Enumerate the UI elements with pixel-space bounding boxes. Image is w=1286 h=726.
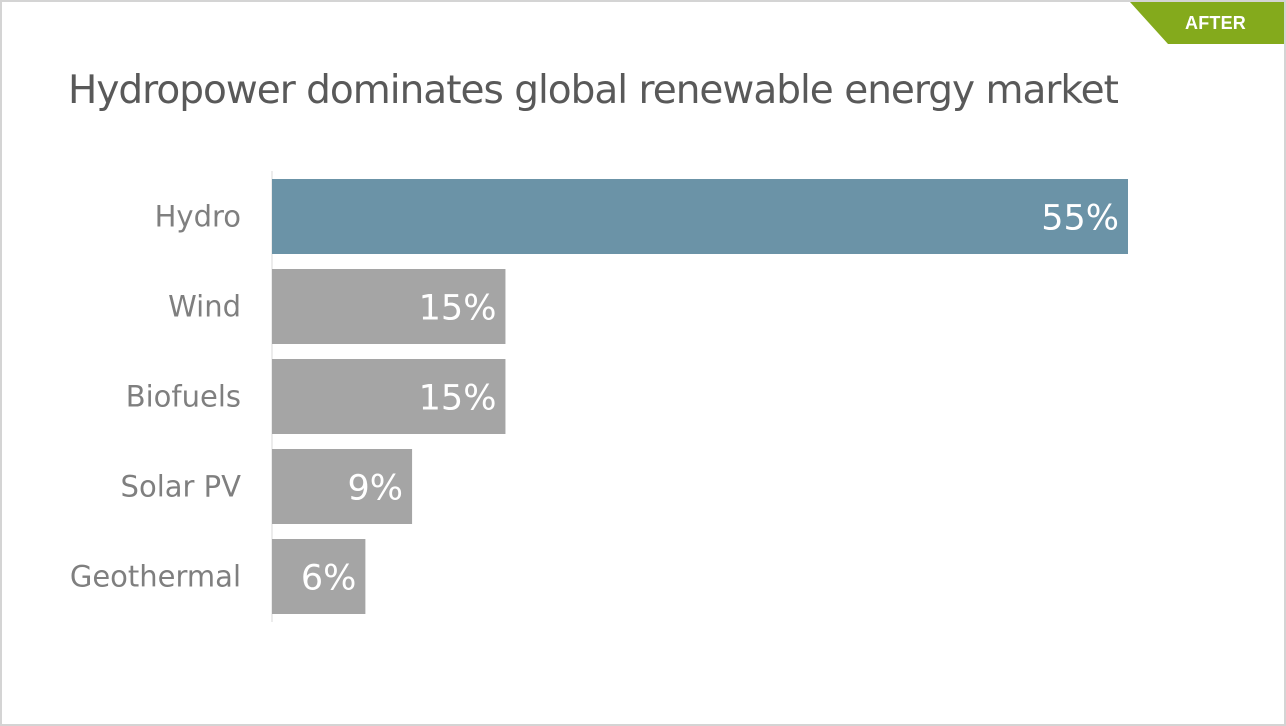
category-label-hydro: Hydro <box>155 200 241 234</box>
bar-biofuels <box>272 359 506 434</box>
chart-title: Hydropower dominates global renewable en… <box>68 68 1119 113</box>
bar-wind <box>272 269 506 344</box>
data-label-hydro: 55% <box>1041 199 1119 239</box>
data-label-biofuels: 15% <box>419 379 497 419</box>
bar-solar-pv <box>272 449 413 524</box>
data-label-geothermal: 6% <box>301 559 357 599</box>
after-badge-label: AFTER <box>1185 13 1246 33</box>
data-label-wind: 15% <box>419 289 497 329</box>
category-label-wind: Wind <box>168 290 241 324</box>
bar-geothermal <box>272 539 366 614</box>
bars-group: Hydro 55% Wind 15% Biofuels 15% Solar PV 9% Geot… <box>70 179 1128 614</box>
category-label-solar-pv: Solar PV <box>121 470 242 504</box>
category-label-geothermal: Geothermal <box>70 560 241 594</box>
bar-hydro <box>272 179 1128 254</box>
data-label-solar-pv: 9% <box>348 469 404 509</box>
category-label-biofuels: Biofuels <box>126 380 241 414</box>
